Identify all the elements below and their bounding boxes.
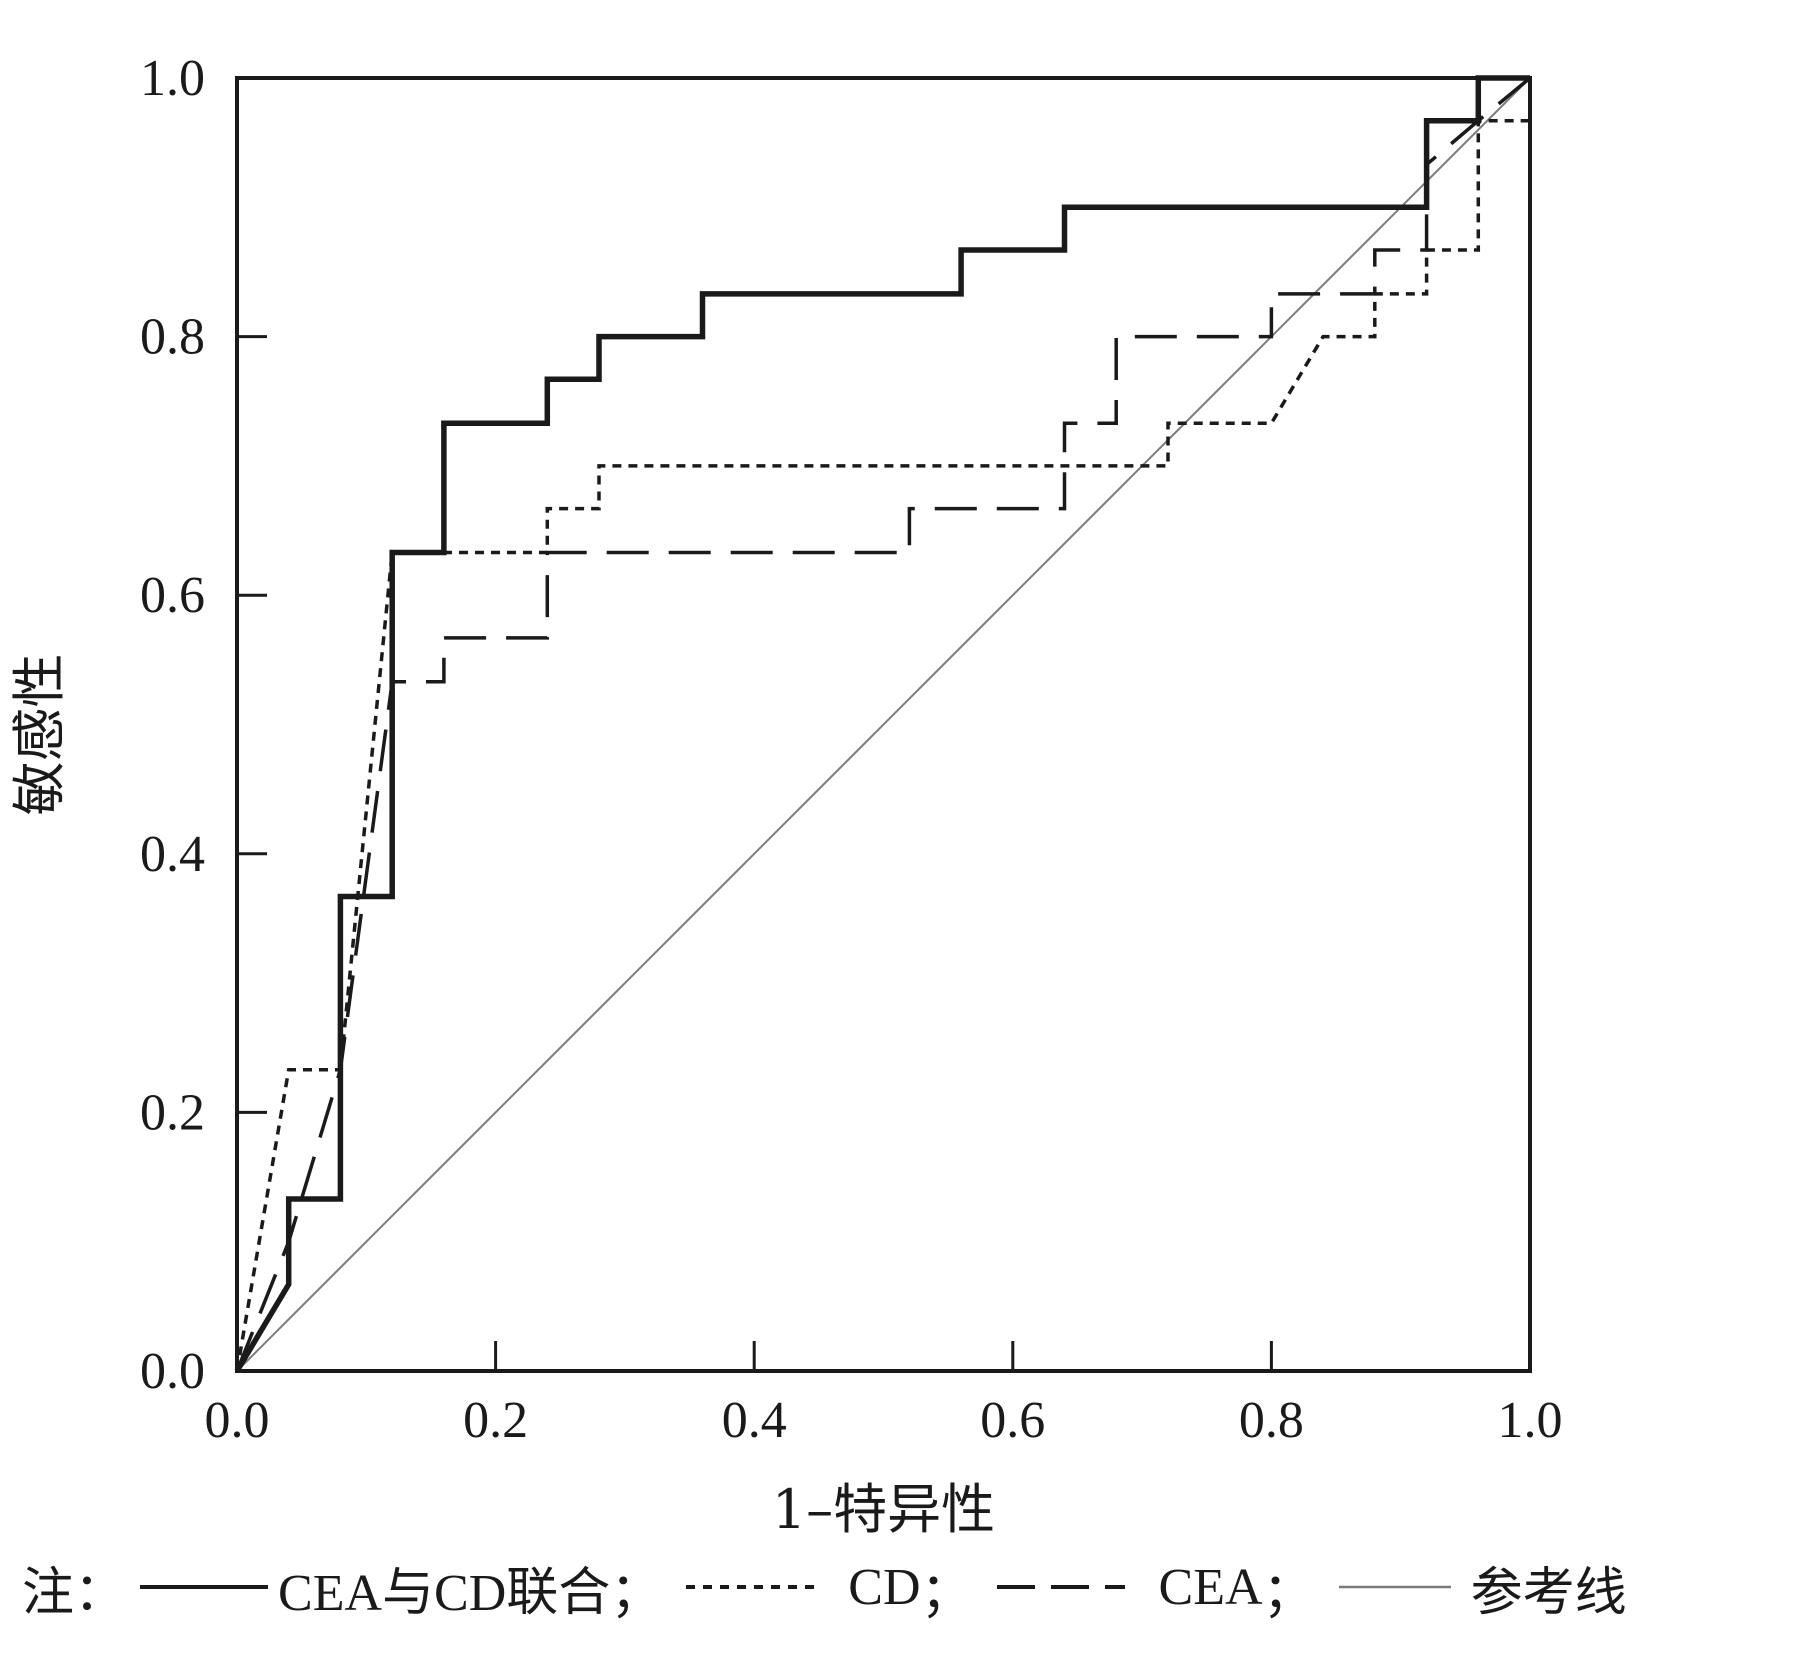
- legend-separator: ；: [920, 1562, 973, 1623]
- y-tick-label: 0.0: [140, 1343, 205, 1400]
- legend-label-combined: CEA与CD联合: [278, 1564, 611, 1622]
- legend-separator: ；: [1262, 1562, 1315, 1623]
- legend-label-cd: CD: [848, 1558, 921, 1616]
- legend-separator: ；: [610, 1562, 663, 1623]
- legend: 注： CEA与CD联合； CD； CEA；参考线: [22, 1542, 1782, 1632]
- x-tick-label: 0.8: [1239, 1392, 1304, 1449]
- series-reference-line: [236, 77, 1531, 1372]
- plot-area: [234, 75, 1532, 1373]
- y-tick-label: 0.2: [140, 1084, 205, 1141]
- y-tick-label: 0.8: [140, 309, 205, 366]
- y-tick-label: 0.4: [140, 826, 205, 883]
- legend-label-reference: 参考线: [1470, 1564, 1627, 1622]
- x-tick-label: 0.2: [463, 1392, 528, 1449]
- x-tick-label: 0.6: [980, 1392, 1045, 1449]
- legend-item-combined: CEA与CD联合；: [132, 1550, 686, 1625]
- x-tick-label: 0.0: [205, 1392, 270, 1449]
- x-tick-label: 0.4: [722, 1392, 787, 1449]
- x-tick-label: 1.0: [1498, 1392, 1563, 1449]
- legend-item-reference: 参考线: [1338, 1550, 1627, 1625]
- roc-chart: 0.0 0.2 0.4 0.6 0.8 1.0 0.0 0.2 0.4 0.6 0.8 1.0 1–特…: [8, 50, 1563, 1540]
- legend-swatch-cea: [996, 1585, 1125, 1589]
- legend-swatch-combined: [140, 1585, 269, 1589]
- legend-label-cea: CEA: [1158, 1558, 1263, 1616]
- x-axis-label: 1–特异性: [772, 1478, 995, 1540]
- legend-swatch-reference: [1338, 1585, 1451, 1589]
- legend-item-cd: CD；: [686, 1550, 996, 1625]
- legend-note-prefix: 注：: [22, 1562, 127, 1623]
- axis-ticks: 0.0 0.2 0.4 0.6 0.8 1.0 0.0 0.2 0.4 0.6 0.8 1.0: [140, 50, 1563, 1449]
- y-tick-label: 1.0: [140, 50, 205, 107]
- series-combined-line: [234, 75, 1530, 1373]
- y-tick-label: 0.6: [140, 567, 205, 624]
- legend-swatch-cd: [686, 1585, 815, 1589]
- plot-frame: [235, 76, 1532, 1373]
- legend-item-cea: CEA；: [996, 1550, 1339, 1625]
- y-axis-label: 敏感性: [8, 654, 71, 816]
